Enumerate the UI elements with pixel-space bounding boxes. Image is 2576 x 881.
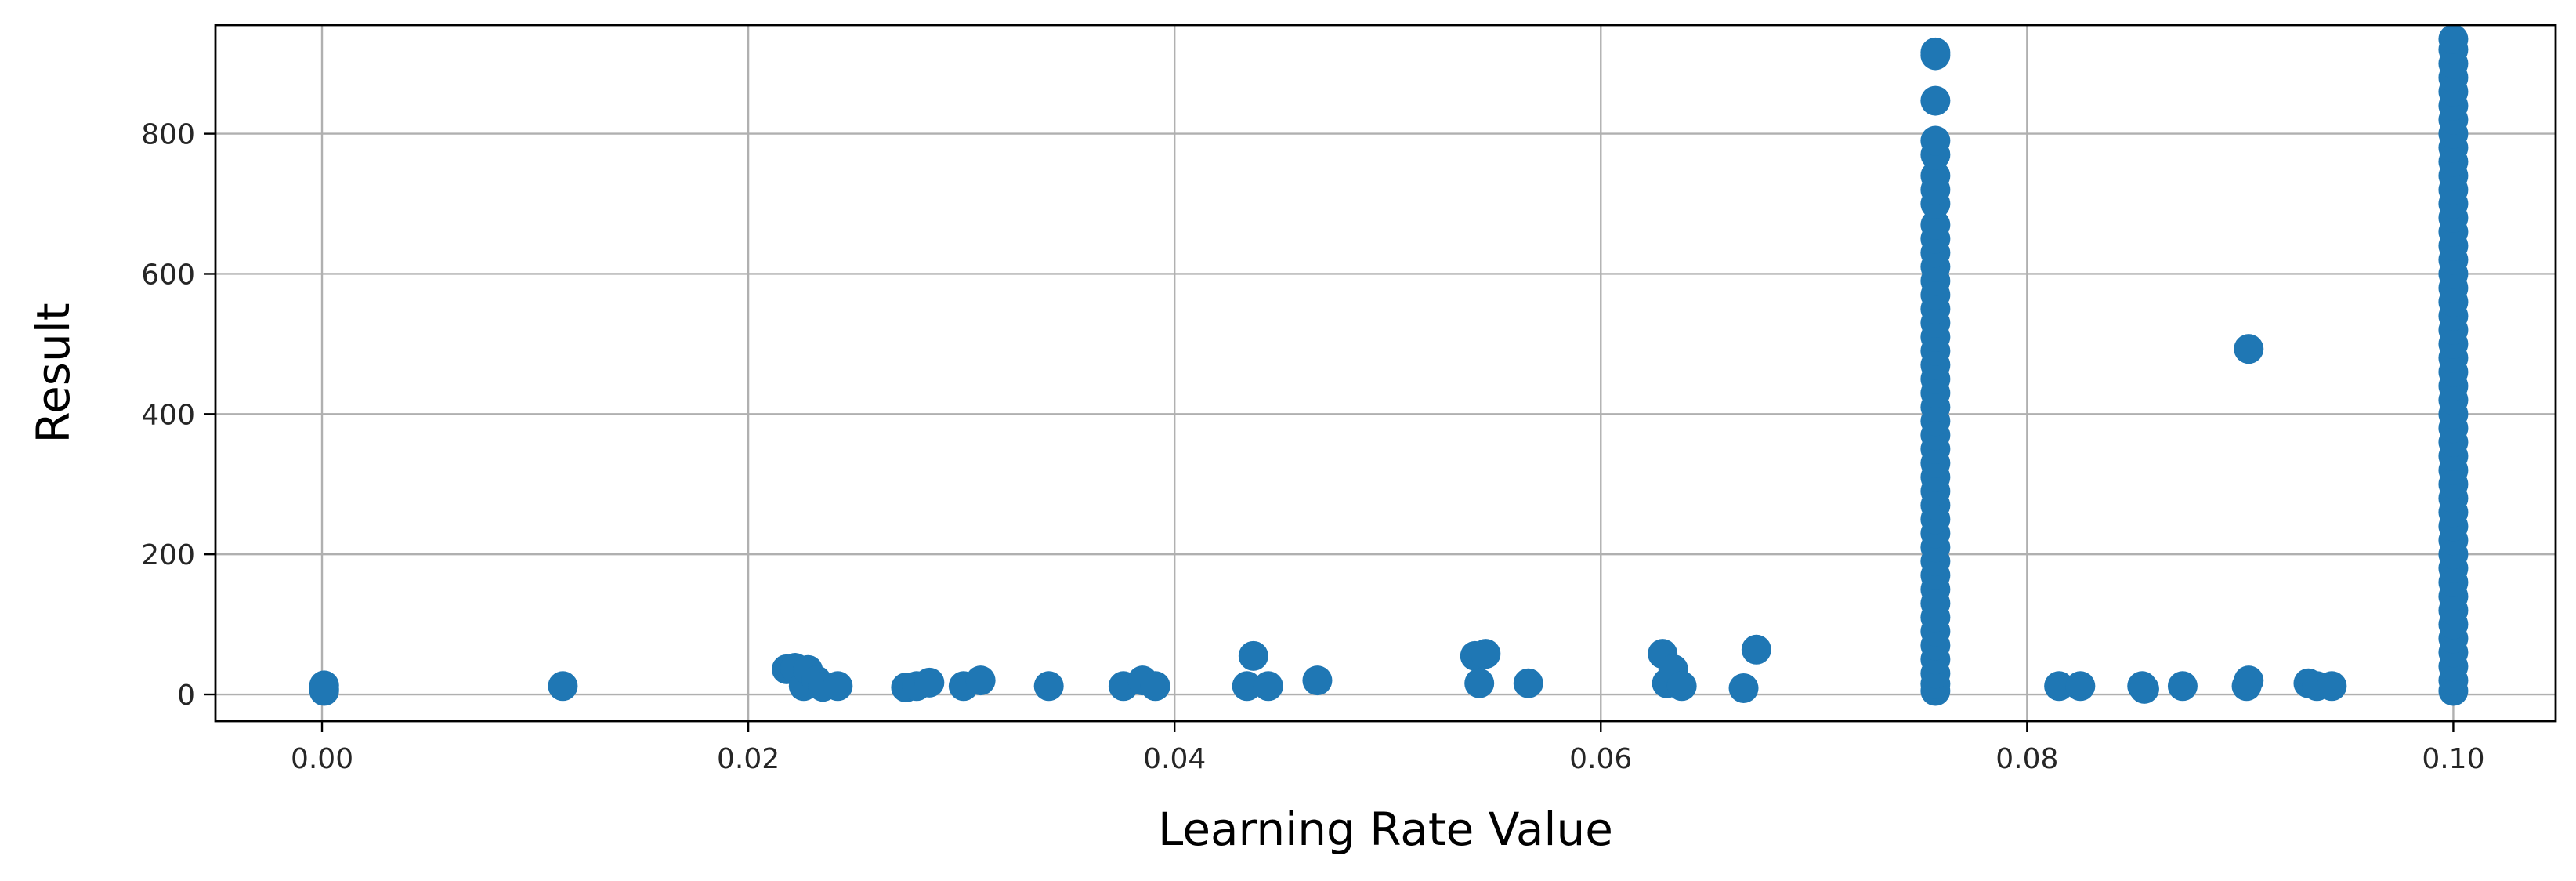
data-point bbox=[1238, 640, 1268, 671]
data-point bbox=[2234, 334, 2264, 364]
y-tick-label: 800 bbox=[141, 119, 195, 151]
data-point bbox=[965, 665, 996, 696]
y-tick-label: 400 bbox=[141, 399, 195, 431]
data-point bbox=[1232, 671, 1262, 702]
x-tick-label: 0.04 bbox=[1143, 743, 1206, 775]
data-point bbox=[914, 667, 945, 698]
x-tick-label: 0.08 bbox=[1995, 743, 2058, 775]
data-point bbox=[1140, 671, 1170, 702]
data-point bbox=[823, 671, 853, 702]
x-tick-label: 0.02 bbox=[717, 743, 780, 775]
data-point bbox=[2044, 671, 2075, 702]
y-tick-label: 600 bbox=[141, 259, 195, 291]
data-point bbox=[309, 676, 339, 706]
x-axis-label: Learning Rate Value bbox=[1158, 803, 1613, 856]
data-point bbox=[2234, 665, 2264, 696]
data-point bbox=[2317, 671, 2347, 702]
data-point bbox=[1920, 85, 1951, 116]
axis-ticks: 0.00 0.02 0.04 0.06 0.08 0.10 0 200 400 600 800 bbox=[141, 119, 2484, 775]
data-point bbox=[1920, 209, 1951, 240]
data-point bbox=[1920, 37, 1951, 67]
data-point bbox=[2065, 671, 2096, 702]
y-tick-label: 200 bbox=[141, 539, 195, 571]
data-point bbox=[1513, 668, 1543, 698]
data-point bbox=[2167, 671, 2198, 702]
data-point bbox=[1464, 668, 1495, 698]
data-point bbox=[1728, 673, 1759, 703]
data-point bbox=[1471, 639, 1501, 669]
x-tick-label: 0.06 bbox=[1569, 743, 1632, 775]
y-tick-label: 0 bbox=[177, 680, 195, 712]
x-tick-label: 0.10 bbox=[2422, 743, 2484, 775]
data-point bbox=[1920, 125, 1951, 156]
data-point bbox=[548, 671, 578, 702]
data-point bbox=[2129, 673, 2159, 704]
data-point bbox=[1920, 161, 1951, 191]
data-point bbox=[1302, 665, 1333, 696]
data-points bbox=[309, 24, 2469, 706]
y-axis-label: Result bbox=[27, 303, 80, 443]
x-tick-label: 0.00 bbox=[291, 743, 353, 775]
data-point bbox=[1253, 671, 1283, 702]
plot-frame bbox=[214, 24, 2557, 723]
data-point bbox=[1666, 671, 1697, 702]
data-point bbox=[2438, 24, 2469, 54]
data-point bbox=[1741, 634, 1771, 665]
data-point bbox=[1033, 671, 1064, 702]
